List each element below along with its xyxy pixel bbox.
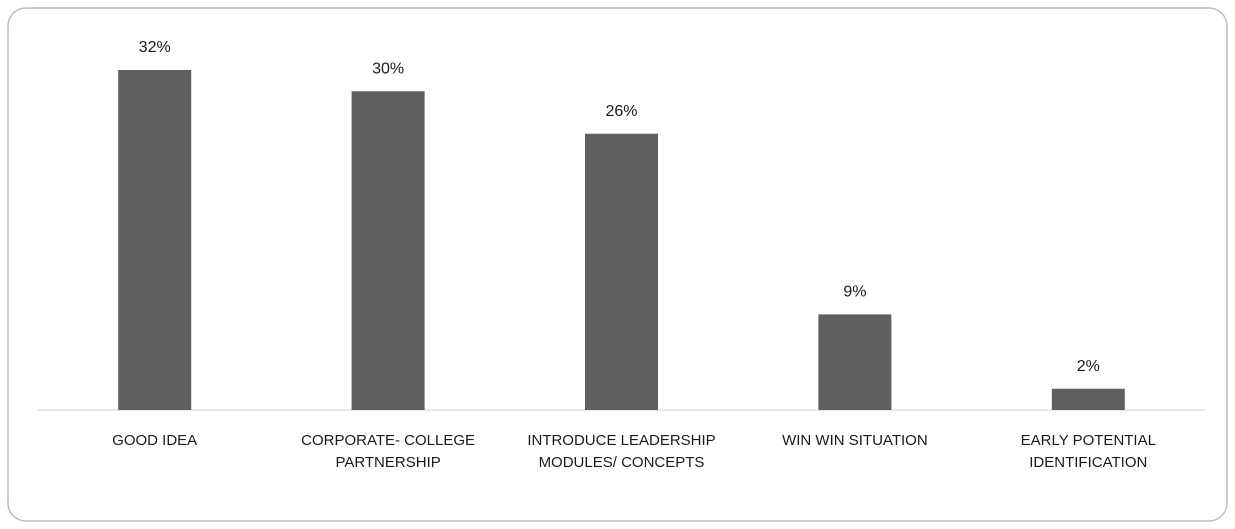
x-tick-label: INTRODUCE LEADERSHIP MODULES/ CONCEPTS bbox=[527, 432, 716, 471]
bar bbox=[585, 133, 658, 410]
x-tick-label: CORPORATE- COLLEGE PARTNERSHIP bbox=[301, 432, 476, 471]
data-label: 30% bbox=[372, 60, 404, 77]
data-label: 26% bbox=[605, 103, 637, 120]
bar bbox=[351, 91, 425, 410]
x-tick-label: GOOD IDEA bbox=[112, 432, 198, 449]
bar bbox=[818, 314, 892, 410]
data-label: 9% bbox=[843, 283, 866, 300]
data-label: 32% bbox=[139, 39, 171, 56]
x-tick-label: EARLY POTENTIAL IDENTIFICATION bbox=[1020, 432, 1156, 471]
bar bbox=[1051, 388, 1125, 410]
bar bbox=[118, 70, 192, 410]
data-label: 2% bbox=[1077, 358, 1100, 375]
x-tick-label: WIN WIN SITUATION bbox=[782, 432, 928, 449]
